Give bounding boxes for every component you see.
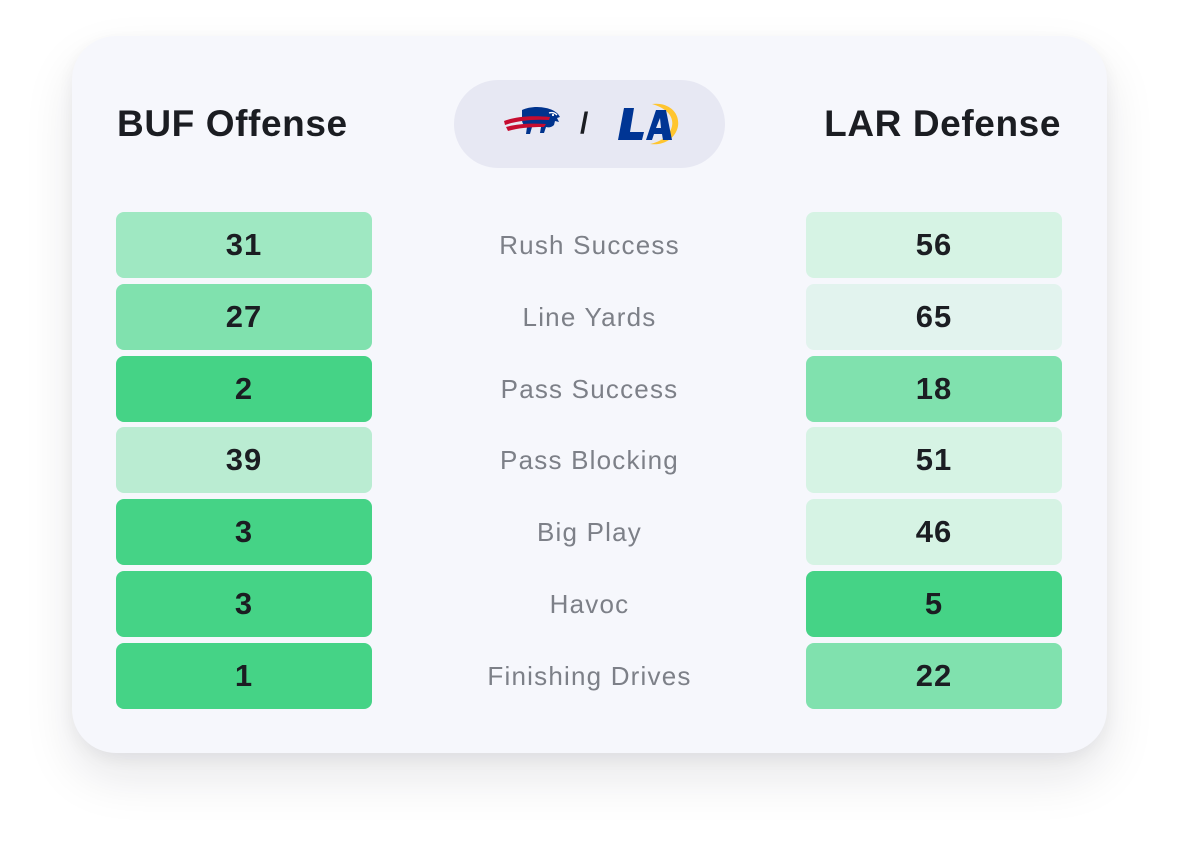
stat-label: Line Yards bbox=[522, 301, 657, 332]
stat-label: Pass Success bbox=[500, 373, 679, 404]
stat-row: 3 Big Play 46 bbox=[0, 499, 1179, 565]
stat-label: Havoc bbox=[549, 588, 630, 619]
offense-title: BUF Offense bbox=[117, 103, 348, 144]
offense-rank-cell: 2 bbox=[116, 356, 372, 422]
stat-row: 39 Pass Blocking 51 bbox=[0, 427, 1179, 493]
defense-rank-cell: 18 bbox=[806, 356, 1062, 422]
stat-label: Big Play bbox=[537, 516, 642, 547]
defense-rank-cell: 56 bbox=[806, 212, 1062, 278]
offense-rank-cell: 3 bbox=[116, 499, 372, 565]
stat-row: 1 Finishing Drives 22 bbox=[0, 643, 1179, 709]
stat-label: Rush Success bbox=[499, 229, 680, 260]
defense-rank-cell: 51 bbox=[806, 427, 1062, 493]
offense-rank-cell: 39 bbox=[116, 427, 372, 493]
defense-rank-cell: 22 bbox=[806, 643, 1062, 709]
defense-rank-cell: 5 bbox=[806, 571, 1062, 637]
defense-title: LAR Defense bbox=[824, 103, 1061, 144]
los-angeles-rams-logo bbox=[618, 103, 679, 145]
defense-rank-cell: 65 bbox=[806, 284, 1062, 350]
team-logos-pill: / bbox=[454, 80, 725, 168]
stat-row: 2 Pass Success 18 bbox=[0, 356, 1179, 422]
stat-label: Pass Blocking bbox=[500, 444, 679, 475]
stat-row: 3 Havoc 5 bbox=[0, 571, 1179, 637]
buffalo-bills-logo bbox=[504, 106, 560, 134]
stat-label: Finishing Drives bbox=[487, 660, 692, 691]
offense-rank-cell: 1 bbox=[116, 643, 372, 709]
stat-row: 27 Line Yards 65 bbox=[0, 284, 1179, 350]
offense-rank-cell: 31 bbox=[116, 212, 372, 278]
stat-row: 31 Rush Success 56 bbox=[0, 212, 1179, 278]
separator-slash: / bbox=[580, 107, 589, 140]
defense-rank-cell: 46 bbox=[806, 499, 1062, 565]
offense-rank-cell: 3 bbox=[116, 571, 372, 637]
offense-rank-cell: 27 bbox=[116, 284, 372, 350]
